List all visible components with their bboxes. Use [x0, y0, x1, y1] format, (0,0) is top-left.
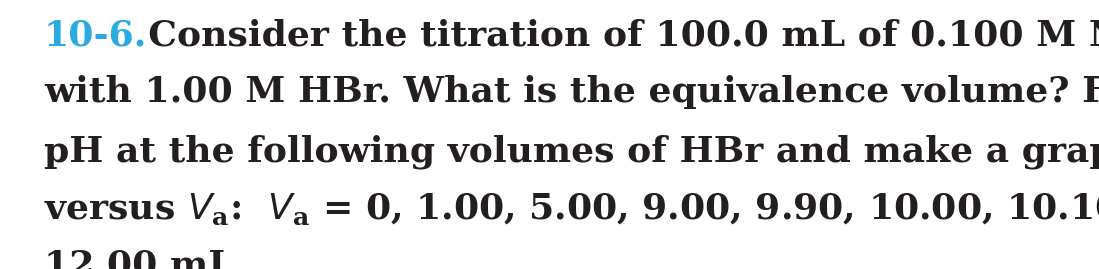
Text: Consider the titration of 100.0 mL of 0.100 M NaOH: Consider the titration of 100.0 mL of 0.…: [123, 19, 1099, 53]
Text: with 1.00 M HBr. What is the equivalence volume? Find the: with 1.00 M HBr. What is the equivalence…: [44, 75, 1099, 109]
Text: 10-6.: 10-6.: [44, 19, 147, 53]
Text: 12.00 mL.: 12.00 mL.: [44, 249, 246, 269]
Text: versus $\mathit{V}_\mathregular{a}$:  $\mathit{V}_\mathregular{a}$ = 0, 1.00, 5.: versus $\mathit{V}_\mathregular{a}$: $\m…: [44, 191, 1099, 227]
Text: pH at the following volumes of HBr and make a graph of pH: pH at the following volumes of HBr and m…: [44, 134, 1099, 169]
